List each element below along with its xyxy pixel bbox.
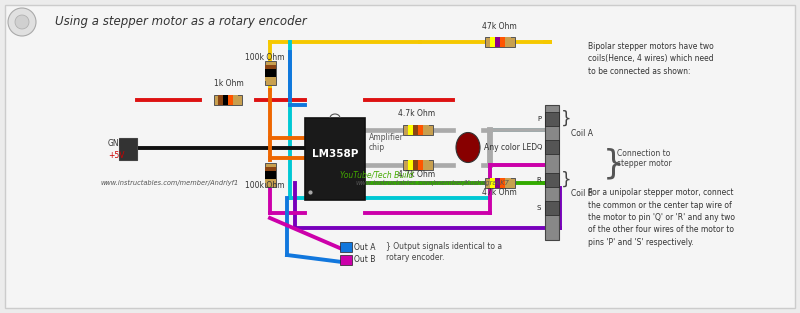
Bar (545, 201, 559, 215)
Text: 100k Ohm: 100k Ohm (245, 181, 285, 190)
Text: P: P (537, 116, 541, 122)
Text: GND: GND (108, 138, 126, 147)
Text: Q: Q (536, 144, 542, 150)
Bar (265, 73, 275, 77)
Text: } Output signals identical to a
rotary encoder.: } Output signals identical to a rotary e… (386, 242, 502, 262)
Bar (403, 160, 433, 170)
Bar (403, 125, 433, 135)
Bar (490, 37, 494, 47)
Bar (265, 167, 275, 171)
Ellipse shape (456, 132, 480, 162)
Bar (490, 178, 494, 188)
Bar (265, 171, 275, 175)
Bar (218, 95, 223, 105)
Bar (265, 65, 275, 69)
Circle shape (15, 15, 29, 29)
Text: YouTube/Tech Build: YouTube/Tech Build (340, 171, 414, 179)
Bar (407, 125, 413, 135)
Bar (413, 125, 418, 135)
Text: LM358P: LM358P (312, 149, 358, 159)
Bar (265, 69, 275, 73)
Bar (494, 37, 500, 47)
Bar (265, 77, 275, 81)
Bar (340, 255, 352, 265)
Bar (340, 242, 352, 252)
Text: Connection to
stepper motor: Connection to stepper motor (617, 149, 672, 168)
Bar (265, 61, 275, 85)
Bar (265, 179, 275, 183)
Bar (413, 160, 418, 170)
Bar (545, 112, 559, 126)
Text: }: } (561, 110, 572, 128)
Bar (545, 140, 559, 154)
Bar (233, 95, 238, 105)
Text: }: } (603, 147, 624, 180)
Text: Out B: Out B (354, 255, 375, 264)
Bar (265, 163, 275, 187)
Text: +5V: +5V (108, 151, 125, 161)
Text: 47k Ohm: 47k Ohm (482, 22, 517, 31)
Bar (265, 175, 275, 179)
Bar (407, 160, 413, 170)
Text: R: R (537, 177, 542, 183)
Bar (500, 178, 506, 188)
Bar (223, 95, 228, 105)
Text: 1k Ohm: 1k Ohm (214, 79, 244, 88)
Bar (485, 178, 515, 188)
Text: 47k Ohm: 47k Ohm (482, 188, 517, 197)
Text: 100k Ohm: 100k Ohm (245, 53, 285, 62)
Bar (506, 178, 510, 188)
Bar (485, 37, 515, 47)
Bar (506, 37, 510, 47)
Bar (305, 118, 365, 200)
FancyBboxPatch shape (5, 5, 795, 308)
Bar (423, 160, 429, 170)
Text: Coil A: Coil A (571, 129, 593, 137)
Text: www.instructables.com/member/KushagrakK7: www.instructables.com/member/KushagrakK7 (355, 180, 509, 186)
Bar (545, 105, 559, 240)
Text: Bipolar stepper motors have two
coils(Hence, 4 wires) which need
to be connected: Bipolar stepper motors have two coils(He… (588, 42, 714, 76)
Bar (545, 173, 559, 187)
Text: www.instructables.com/member/Andriyf1: www.instructables.com/member/Andriyf1 (100, 180, 238, 186)
Bar (119, 138, 137, 160)
Text: For a unipolar stepper motor, connect
the common or the center tap wire of
the m: For a unipolar stepper motor, connect th… (588, 188, 735, 247)
Text: S: S (537, 205, 541, 211)
Circle shape (8, 8, 36, 36)
Text: Coil B: Coil B (571, 189, 593, 198)
Bar (214, 95, 242, 105)
Bar (423, 125, 429, 135)
Bar (418, 125, 423, 135)
Text: 4.7k Ohm: 4.7k Ohm (398, 109, 435, 118)
Text: Using a stepper motor as a rotary encoder: Using a stepper motor as a rotary encode… (55, 16, 306, 28)
Text: Amplifier
chip: Amplifier chip (369, 133, 404, 152)
Text: Out A: Out A (354, 243, 375, 252)
Text: Any color LED: Any color LED (484, 143, 537, 152)
Bar (494, 178, 500, 188)
Bar (500, 37, 506, 47)
Bar (228, 95, 233, 105)
Bar (418, 160, 423, 170)
Text: 4.7k Ohm: 4.7k Ohm (398, 170, 435, 179)
Text: }: } (561, 171, 572, 189)
